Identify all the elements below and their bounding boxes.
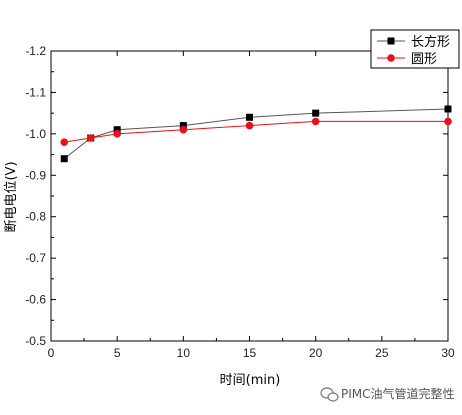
- legend-box: [370, 29, 460, 69]
- y-tick-label: -0.7: [25, 251, 46, 265]
- data-point: [113, 126, 121, 134]
- legend-label: 长方形: [411, 34, 450, 50]
- y-tick-label: -0.6: [25, 293, 46, 307]
- series-layer: [60, 105, 452, 163]
- watermark-text: PIMC油气管道完整性: [341, 386, 455, 401]
- data-point: [311, 117, 320, 126]
- legend-marker: [387, 54, 395, 62]
- series-line: [64, 120, 448, 143]
- wechat-icon: [320, 387, 339, 402]
- axis-ticks: 0 5 10 15 20 25 30 -0.5 -0.6 -0.7 -0.8 -0.9 -1.0 -1.1…: [25, 44, 455, 360]
- x-tick-label: 15: [243, 346, 257, 360]
- data-point: [113, 130, 121, 138]
- x-tick-label: 5: [114, 346, 121, 360]
- x-tick-label: 10: [177, 346, 191, 360]
- y-axis-label: 断电电位(V): [4, 161, 19, 232]
- data-point: [179, 125, 188, 134]
- data-point: [60, 138, 69, 146]
- series-1: [60, 117, 452, 146]
- y-tick-label: -0.5: [25, 334, 46, 348]
- x-tick-label: 25: [375, 346, 389, 360]
- y-tick-label: -1.0: [25, 127, 46, 141]
- x-tick-label: 20: [309, 346, 323, 360]
- data-point: [444, 117, 452, 126]
- y-tick-label: -1.1: [25, 85, 46, 99]
- data-point: [60, 155, 68, 163]
- legend-marker: [387, 37, 395, 45]
- x-tick-label: 30: [441, 346, 455, 360]
- data-point: [179, 122, 187, 130]
- x-axis-label: 时间(min): [220, 373, 281, 388]
- legend-label: 圆形: [411, 52, 437, 67]
- data-point: [86, 134, 95, 142]
- plot-axes: [50, 50, 449, 342]
- data-point: [245, 121, 254, 130]
- data-point: [246, 113, 253, 121]
- x-tick-label: 0: [48, 346, 55, 360]
- y-tick-label: -0.9: [25, 168, 46, 182]
- data-point: [444, 105, 452, 113]
- watermark: PIMC油气管道完整性: [320, 386, 455, 402]
- y-tick-label: -0.8: [25, 210, 46, 224]
- plot-frame: [50, 50, 449, 342]
- y-tick-label: -1.2: [25, 44, 46, 58]
- data-point: [312, 109, 320, 117]
